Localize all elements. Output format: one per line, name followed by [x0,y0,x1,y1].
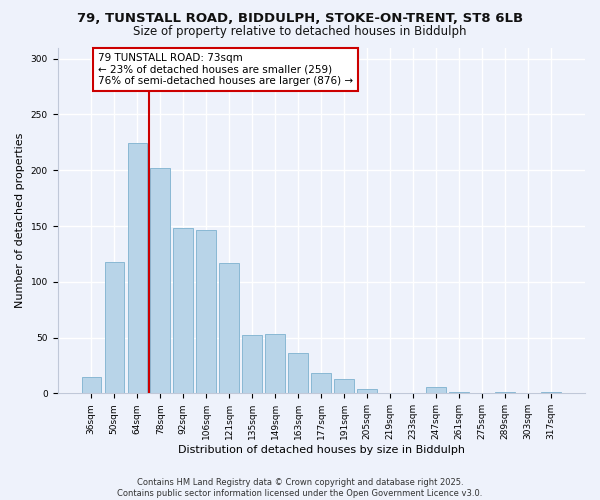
Text: Contains HM Land Registry data © Crown copyright and database right 2025.
Contai: Contains HM Land Registry data © Crown c… [118,478,482,498]
Bar [541,392,561,394]
Bar [358,389,377,394]
Bar [289,353,308,394]
Y-axis label: Number of detached properties: Number of detached properties [15,132,25,308]
Bar [82,376,101,394]
Bar [128,144,147,394]
Bar [311,374,331,394]
Bar [220,263,239,394]
Bar [242,336,262,394]
Text: 79, TUNSTALL ROAD, BIDDULPH, STOKE-ON-TRENT, ST8 6LB: 79, TUNSTALL ROAD, BIDDULPH, STOKE-ON-TR… [77,12,523,26]
Bar [334,379,354,394]
Bar [449,392,469,394]
X-axis label: Distribution of detached houses by size in Biddulph: Distribution of detached houses by size … [178,445,465,455]
Bar [196,230,216,394]
Bar [265,334,285,394]
Bar [104,262,124,394]
Text: 79 TUNSTALL ROAD: 73sqm
← 23% of detached houses are smaller (259)
76% of semi-d: 79 TUNSTALL ROAD: 73sqm ← 23% of detache… [98,53,353,86]
Bar [151,168,170,394]
Bar [173,228,193,394]
Bar [427,386,446,394]
Bar [496,392,515,394]
Text: Size of property relative to detached houses in Biddulph: Size of property relative to detached ho… [133,25,467,38]
